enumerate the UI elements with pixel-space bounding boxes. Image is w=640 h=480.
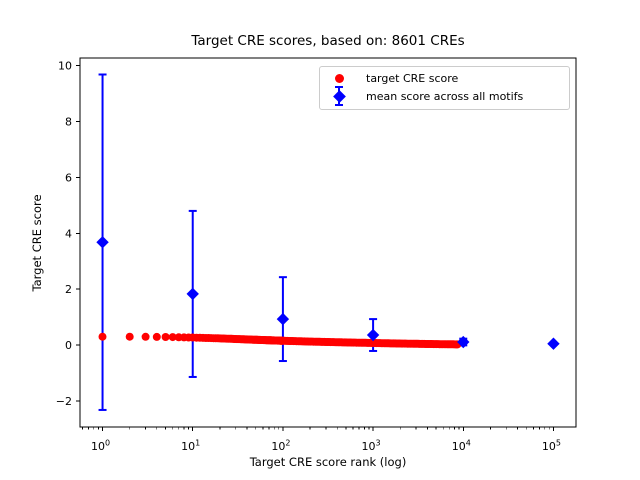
red-circle-marker-icon	[334, 73, 344, 83]
legend-label-mean: mean score across all motifs	[366, 89, 524, 103]
mean-score-diamond	[96, 236, 109, 249]
target-series-points	[98, 332, 462, 349]
target-score-point	[141, 332, 150, 341]
axes-frame-and-ticks: 100 101 102 103 104 105 −2 0 2 4 6 8 10	[56, 57, 577, 454]
legend-marker-box	[328, 73, 350, 83]
mean-series-markers	[96, 236, 560, 350]
plot-frame	[79, 57, 577, 428]
legend: target CRE score mean score across all m…	[319, 66, 570, 110]
y-axis-label: Target CRE score	[30, 194, 44, 292]
y-tick-label: 8	[65, 115, 72, 128]
y-tick-label: 6	[65, 171, 72, 184]
x-tick-label: 101	[181, 439, 200, 454]
mean-score-diamond	[276, 312, 290, 326]
blue-diamond-errorbar-icon	[332, 86, 346, 106]
x-tick-label: 105	[542, 439, 561, 454]
legend-marker-box	[328, 86, 350, 106]
target-score-point	[98, 332, 107, 341]
y-tick-label: 2	[65, 283, 72, 296]
legend-item-mean-score: mean score across all motifs	[328, 86, 565, 106]
mean-score-diamond	[186, 287, 199, 301]
x-tick-label: 100	[91, 439, 110, 454]
y-tick-label: −2	[56, 395, 72, 408]
chart-title: Target CRE scores, based on: 8601 CREs	[190, 33, 464, 49]
mean-score-diamond	[366, 328, 380, 342]
mean-series-errorbars	[98, 73, 468, 411]
target-score-point	[168, 333, 177, 342]
mean-score-diamond	[547, 337, 560, 350]
mean-score-diamond	[457, 335, 470, 349]
target-score-point	[161, 333, 170, 341]
target-score-point	[152, 332, 161, 341]
x-tick-label: 102	[271, 439, 290, 454]
x-axis-label: Target CRE score rank (log)	[249, 455, 407, 469]
x-tick-label: 104	[452, 439, 471, 454]
legend-item-target-cre-score: target CRE score	[328, 70, 565, 86]
x-tick-label: 103	[362, 439, 381, 454]
y-tick-label: 10	[58, 60, 72, 73]
legend-label-target: target CRE score	[366, 71, 459, 85]
target-score-point	[125, 332, 134, 341]
y-tick-label: 0	[65, 339, 72, 352]
y-tick-label: 4	[65, 227, 72, 240]
